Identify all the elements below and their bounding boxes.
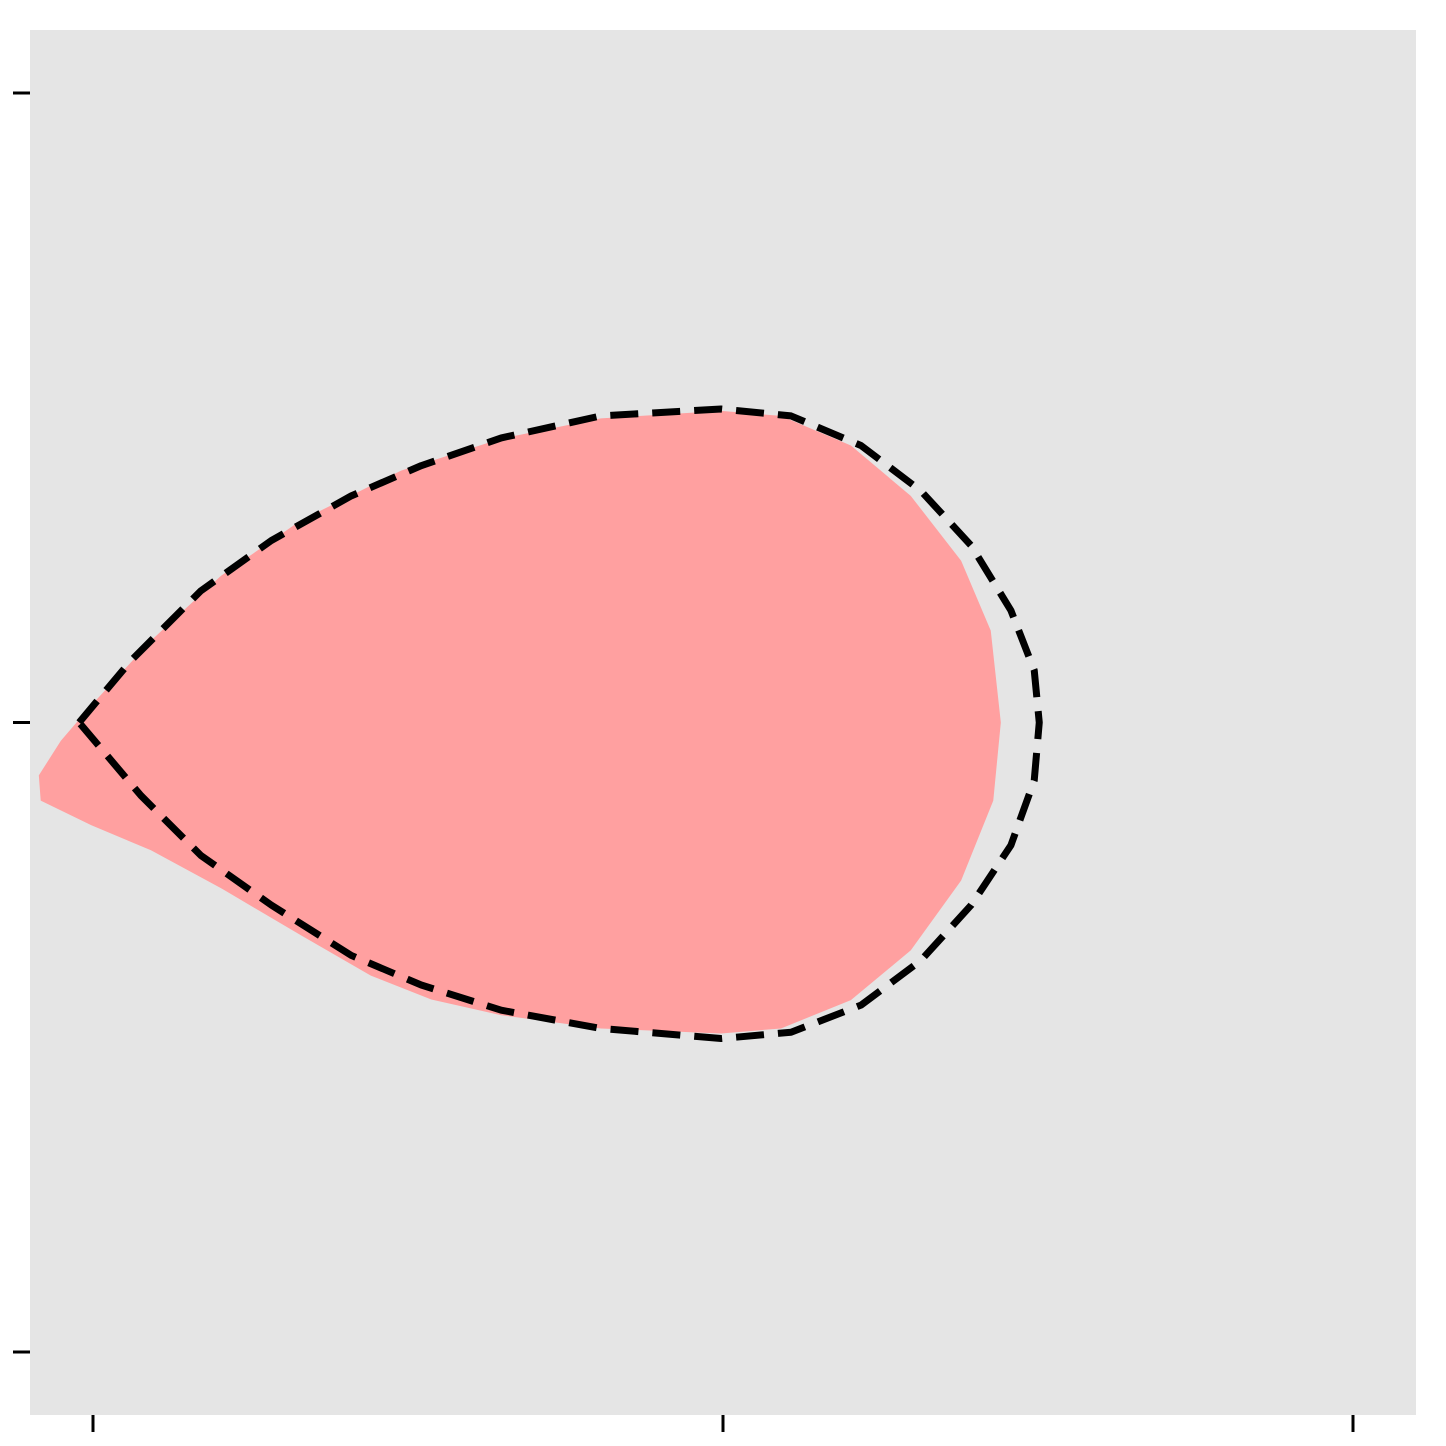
filled-region — [38, 410, 1001, 1034]
dashed-outline — [76, 405, 1043, 1043]
